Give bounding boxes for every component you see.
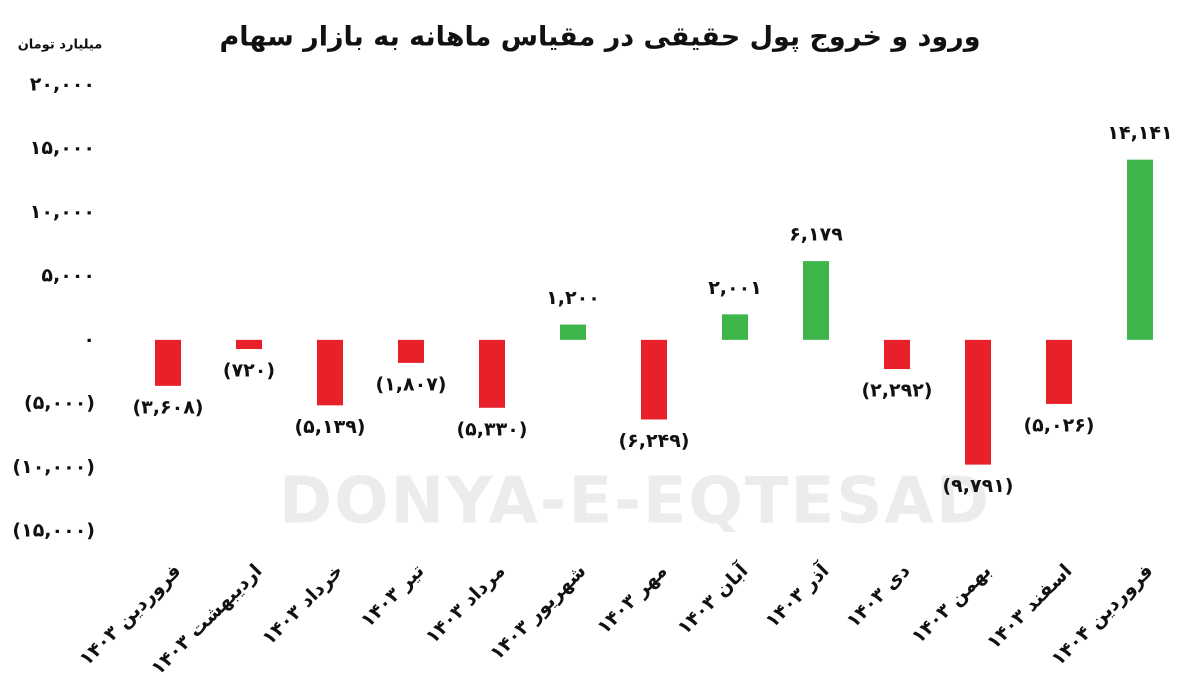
value-label: (۵,۳۳۰): [457, 418, 528, 440]
y-tick-label: ۰: [83, 328, 95, 350]
value-label: ۲,۰۰۱: [708, 277, 762, 299]
value-label: (۷۲۰): [223, 360, 275, 382]
value-label: (۹,۷۹۱): [943, 475, 1014, 497]
bar: [884, 339, 910, 370]
bar: [155, 339, 181, 386]
x-tick-label: دی ۱۴۰۳: [842, 560, 914, 632]
x-tick-label: آبان ۱۴۰۳: [672, 558, 753, 639]
value-label: (۵,۰۲۶): [1024, 414, 1095, 436]
value-label: (۲,۲۹۲): [862, 380, 933, 402]
value-label: ۶,۱۷۹: [789, 224, 843, 246]
value-label: (۳,۶۰۸): [133, 396, 204, 418]
bar: [965, 339, 991, 465]
y-tick-label: (۱۰,۰۰۰): [12, 456, 95, 478]
y-tick-label: ۱۰,۰۰۰: [30, 201, 95, 223]
value-label: (۶,۲۴۹): [619, 430, 690, 452]
y-tick-label: ۲۰,۰۰۰: [30, 74, 95, 96]
x-tick-label: تیر ۱۴۰۳: [356, 560, 428, 632]
chart-title: ورود و خروج پول حقیقی در مقیاس ماهانه به…: [219, 22, 980, 53]
bar: [398, 339, 424, 363]
watermark: DONYA-E-EQTESAD: [279, 465, 991, 539]
x-tick-label: بهمن ۱۴۰۳: [907, 560, 995, 648]
y-tick-label: (۵,۰۰۰): [24, 392, 95, 414]
bar: [722, 314, 748, 340]
bar: [641, 339, 667, 420]
y-tick-label: ۵,۰۰۰: [41, 265, 95, 287]
value-label: ۱۴,۱۴۱: [1107, 122, 1172, 144]
bar: [1127, 159, 1153, 340]
bar: [1046, 339, 1072, 404]
value-label: (۱,۸۰۷): [376, 373, 447, 395]
value-label: (۵,۱۳۹): [295, 416, 366, 438]
bar: [317, 339, 343, 406]
y-tick-label: ۱۵,۰۰۰: [30, 137, 95, 159]
x-tick-label: خرداد ۱۴۰۳: [258, 560, 347, 649]
x-tick-label: آذر ۱۴۰۳: [760, 558, 834, 632]
bar: [803, 261, 829, 340]
bar: [236, 339, 262, 350]
bar: [560, 324, 586, 340]
y-axis-label: میلیارد تومان: [18, 38, 103, 53]
x-tick-label: مهر ۱۴۰۳: [593, 560, 672, 639]
bar: [479, 339, 505, 408]
value-label: ۱,۲۰۰: [546, 287, 600, 309]
x-tick-label: مرداد ۱۴۰۳: [421, 560, 509, 648]
y-tick-label: (۱۵,۰۰۰): [12, 520, 95, 542]
